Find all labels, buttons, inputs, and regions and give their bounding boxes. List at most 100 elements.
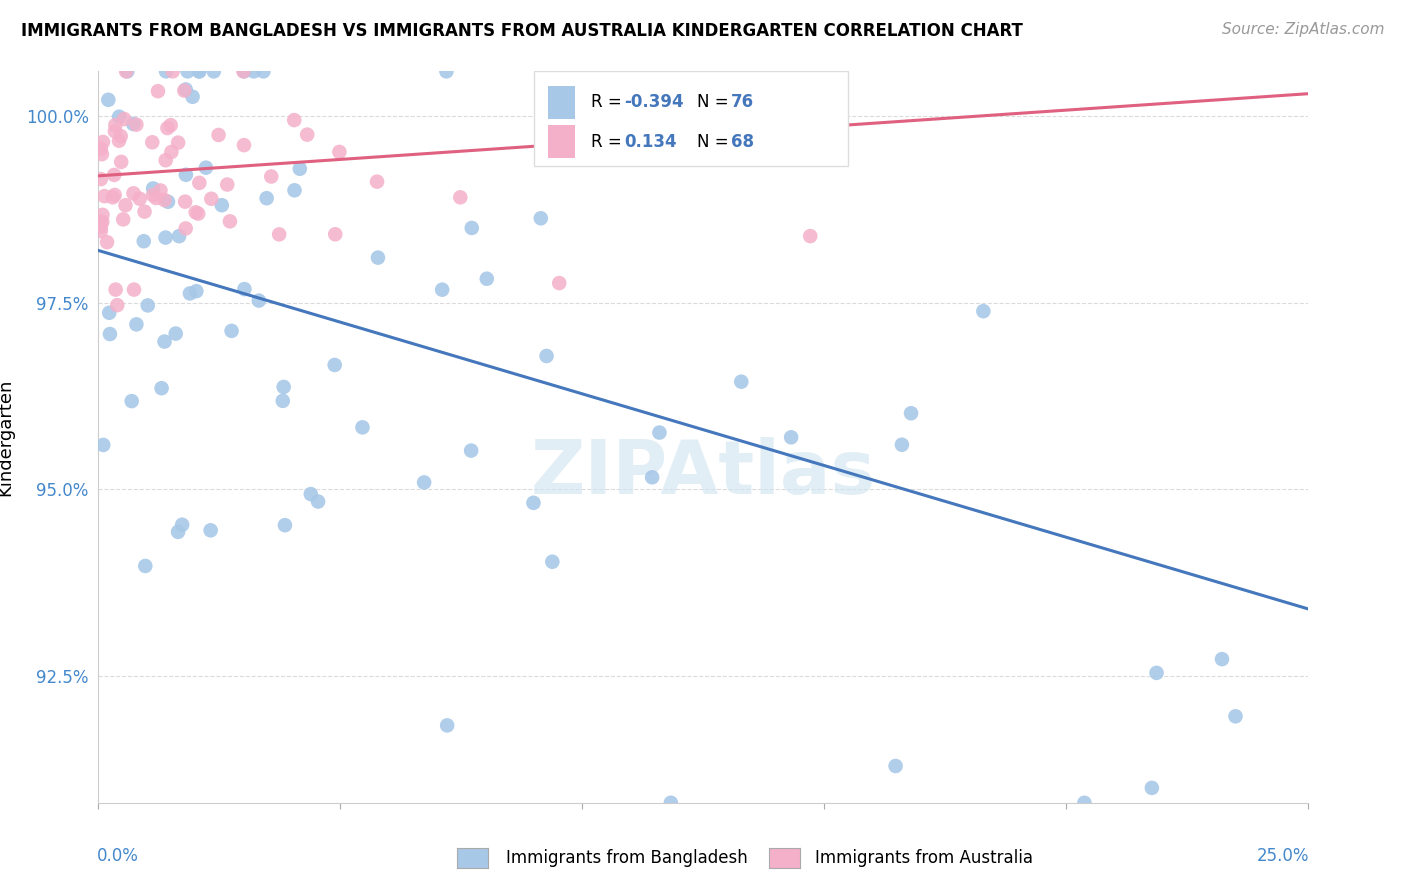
Point [103, 168, 125, 182]
Point [160, 145, 183, 159]
Point [122, 186, 145, 201]
Point [105, 298, 128, 312]
Point [159, 118, 181, 132]
Point [112, 112, 135, 126]
Point [211, 198, 233, 212]
Point [165, 326, 187, 341]
Point [352, 420, 374, 434]
Point [200, 192, 222, 206]
Point [207, 128, 229, 142]
Point [104, 124, 127, 138]
Point [449, 190, 471, 204]
Point [149, 183, 172, 197]
Point [202, 64, 225, 78]
Point [200, 524, 222, 538]
Text: N =: N = [697, 93, 734, 112]
Point [90, 147, 112, 161]
Text: 25.0%: 25.0% [1257, 847, 1309, 864]
Point [648, 425, 671, 440]
Point [233, 282, 256, 296]
Point [271, 393, 294, 408]
Point [142, 181, 165, 195]
Text: 0.134: 0.134 [624, 133, 678, 151]
Point [90, 224, 112, 238]
Point [749, 64, 772, 78]
Point [194, 161, 217, 175]
Point [1146, 665, 1168, 680]
Point [299, 487, 322, 501]
Point [174, 82, 197, 96]
Point [98, 326, 121, 341]
Point [780, 430, 803, 444]
Text: IMMIGRANTS FROM BANGLADESH VS IMMIGRANTS FROM AUSTRALIA KINDERGARTEN CORRELATION: IMMIGRANTS FROM BANGLADESH VS IMMIGRANTS… [21, 22, 1024, 40]
Text: Source: ZipAtlas.com: Source: ZipAtlas.com [1222, 22, 1385, 37]
Point [91, 215, 114, 229]
Point [1225, 709, 1247, 723]
Point [174, 168, 197, 182]
Point [121, 394, 143, 409]
Point [125, 318, 148, 332]
Point [96, 235, 118, 249]
Point [174, 221, 197, 235]
Point [174, 194, 197, 209]
Point [150, 381, 173, 395]
Point [128, 192, 150, 206]
Point [134, 558, 156, 573]
Point [187, 206, 209, 220]
Point [1073, 796, 1095, 810]
Point [188, 64, 211, 78]
Point [176, 64, 198, 78]
Point [167, 136, 190, 150]
Point [413, 475, 436, 490]
Point [104, 188, 127, 202]
Point [475, 271, 498, 285]
Point [188, 176, 211, 190]
Point [232, 64, 254, 78]
Point [115, 64, 138, 78]
Point [117, 64, 139, 78]
Text: N =: N = [697, 133, 734, 151]
Point [98, 306, 121, 320]
Point [890, 438, 912, 452]
Point [367, 251, 389, 265]
Point [256, 191, 278, 205]
Point [323, 227, 346, 242]
Point [283, 183, 305, 197]
Point [460, 443, 482, 458]
Point [436, 64, 458, 78]
Point [97, 93, 120, 107]
Point [90, 214, 112, 228]
Point [252, 64, 274, 78]
Point [108, 134, 131, 148]
Y-axis label: Kindergarten: Kindergarten [0, 378, 14, 496]
Point [730, 375, 752, 389]
Point [273, 380, 295, 394]
Point [155, 153, 177, 168]
Point [104, 118, 127, 132]
Point [522, 496, 544, 510]
Point [90, 172, 112, 186]
Text: 0.0%: 0.0% [97, 847, 139, 864]
Point [288, 161, 311, 176]
Point [90, 219, 112, 234]
Point [122, 283, 145, 297]
Point [972, 304, 994, 318]
Point [146, 84, 169, 98]
Point [91, 135, 114, 149]
Point [436, 718, 458, 732]
Point [173, 84, 195, 98]
Text: 68: 68 [731, 133, 754, 151]
Point [631, 128, 654, 143]
Point [179, 286, 201, 301]
Point [172, 517, 194, 532]
Point [104, 283, 127, 297]
Point [307, 494, 329, 508]
Point [217, 178, 239, 192]
Text: R =: R = [591, 93, 627, 112]
Point [112, 212, 135, 227]
Point [799, 229, 821, 244]
Point [530, 134, 553, 148]
Point [659, 796, 682, 810]
Point [1211, 652, 1233, 666]
Point [108, 110, 131, 124]
